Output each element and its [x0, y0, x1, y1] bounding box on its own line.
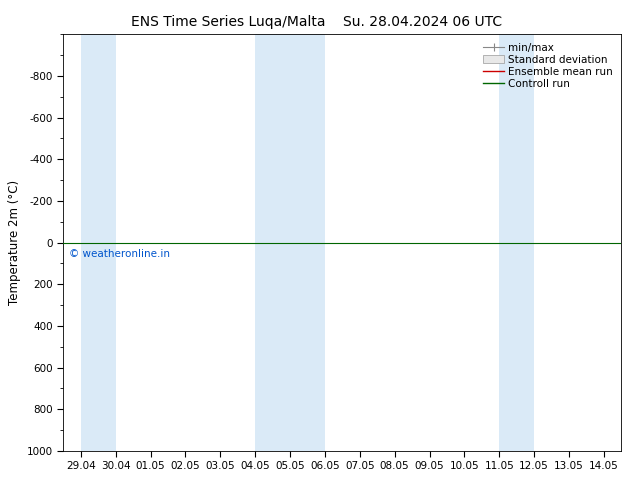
Bar	[500, 34, 534, 451]
Text: © weatheronline.in: © weatheronline.in	[69, 249, 170, 259]
Legend: min/max, Standard deviation, Ensemble mean run, Controll run: min/max, Standard deviation, Ensemble me…	[480, 40, 616, 92]
Text: ENS Time Series Luqa/Malta    Su. 28.04.2024 06 UTC: ENS Time Series Luqa/Malta Su. 28.04.202…	[131, 15, 503, 29]
Bar	[81, 34, 116, 451]
Y-axis label: Temperature 2m (°C): Temperature 2m (°C)	[8, 180, 22, 305]
Bar	[255, 34, 325, 451]
